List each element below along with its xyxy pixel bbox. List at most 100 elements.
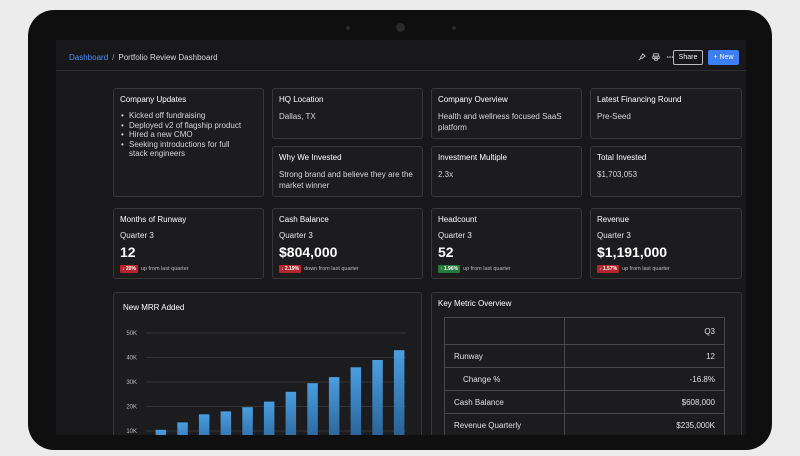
metric-value: $804,000 — [279, 244, 338, 260]
header-cell-empty — [444, 317, 565, 345]
change-note: up from last quarter — [140, 266, 189, 272]
share-button[interactable]: Share — [673, 50, 703, 65]
headcount-metric-card: Headcount Quarter 3 52 ↑ 1.96% up from la… — [431, 208, 582, 279]
list-item: Kicked off fundraising — [120, 111, 248, 121]
card-title: Revenue — [597, 215, 630, 224]
revenue-metric-card: Revenue Quarter 3 $1,191,000 ↓ 1.57% up f… — [590, 208, 742, 279]
breadcrumb: Dashboard / Portfolio Review Dashboard — [69, 53, 218, 62]
y-tick-label: 50K — [126, 331, 137, 337]
key-metric-overview-card: Key Metric Overview Q3 Runway 12 Change … — [431, 292, 742, 435]
camera-dot — [396, 23, 405, 32]
card-title: Company Updates — [120, 95, 187, 104]
sensor-dot — [452, 26, 456, 30]
table-row: Change % -16.8% — [444, 367, 725, 391]
new-button[interactable]: + New — [708, 50, 739, 65]
table-row: Runway 12 — [444, 344, 725, 368]
print-icon[interactable] — [652, 53, 660, 61]
table-title: Key Metric Overview — [438, 299, 512, 308]
table-row: Revenue Quarterly $235,000K — [444, 413, 725, 435]
card-value: $1,703,053 — [597, 170, 638, 179]
card-title: Why We Invested — [279, 153, 342, 162]
change-note: up from last quarter — [463, 266, 511, 272]
header-cell-q3: Q3 — [564, 317, 725, 345]
card-value: Strong brand and believe they are the ma… — [279, 170, 413, 190]
hq-location-card: HQ Location Dallas, TX — [272, 88, 423, 139]
list-item: Seeking introductions for full stack eng… — [120, 140, 248, 159]
chart-bar[interactable] — [307, 383, 318, 435]
chart-bar[interactable] — [177, 422, 188, 435]
breadcrumb-separator: / — [112, 53, 115, 62]
page-title: Portfolio Review Dashboard — [118, 53, 218, 62]
card-value: Pre-Seed — [597, 112, 631, 121]
card-value: 2.3x — [438, 170, 454, 179]
pin-icon[interactable] — [638, 53, 646, 61]
company-updates-card: Company Updates Kicked off fundraising D… — [113, 88, 264, 197]
dashboard-screen: Dashboard / Portfolio Review Dashboard Sha… — [56, 40, 746, 435]
y-tick-label: 30K — [126, 380, 137, 386]
chart-bar[interactable] — [372, 360, 383, 435]
card-title: Months of Runway — [120, 215, 187, 224]
card-title: Headcount — [438, 215, 477, 224]
runway-metric-card: Months of Runway Quarter 3 12 ↓ 20% up fr… — [113, 208, 264, 279]
chart-bar[interactable] — [350, 367, 362, 435]
sensor-dot — [346, 26, 350, 30]
chart-bar[interactable] — [328, 377, 340, 435]
updates-list: Kicked off fundraising Deployed v2 of fl… — [120, 111, 248, 159]
change-badge: ↓ 20% — [120, 265, 138, 273]
metric-period: Quarter 3 — [597, 231, 631, 240]
row-label: Revenue Quarterly — [444, 413, 565, 435]
chart-bar[interactable] — [155, 429, 167, 435]
card-title: Latest Financing Round — [597, 95, 682, 104]
chart-title: New MRR Added — [123, 303, 185, 312]
chart-bar[interactable] — [198, 414, 210, 435]
metric-change: ↓ 2.19% down from last quarter — [279, 265, 359, 273]
y-tick-label: 20K — [126, 405, 137, 411]
header-icons — [638, 53, 674, 61]
table-header-row: Q3 — [444, 317, 725, 345]
cash-balance-metric-card: Cash Balance Quarter 3 $804,000 ↓ 2.19% d… — [272, 208, 423, 279]
more-icon[interactable] — [666, 53, 674, 61]
metric-change: ↓ 20% up from last quarter — [120, 265, 189, 273]
total-invested-card: Total Invested $1,703,053 — [590, 146, 742, 197]
change-note: up from last quarter — [622, 266, 670, 272]
top-bar: Dashboard / Portfolio Review Dashboard Sha… — [56, 40, 746, 71]
chart-bar[interactable] — [393, 350, 405, 435]
latest-financing-card: Latest Financing Round Pre-Seed — [590, 88, 742, 139]
card-title: Total Invested — [597, 153, 647, 162]
change-note: down from last quarter — [304, 266, 359, 272]
change-badge: ↓ 2.19% — [279, 265, 302, 273]
change-badge: ↑ 1.96% — [438, 265, 461, 273]
table-row: Cash Balance $608,000 — [444, 390, 725, 414]
chart-bar[interactable] — [285, 391, 297, 435]
card-value: Health and wellness focused SaaS platfor… — [438, 112, 562, 132]
tablet-frame: Dashboard / Portfolio Review Dashboard Sha… — [28, 10, 772, 450]
chart-bar[interactable] — [220, 411, 232, 435]
chart-bar[interactable] — [242, 407, 253, 435]
row-label: Change % — [444, 367, 565, 391]
metric-period: Quarter 3 — [438, 231, 472, 240]
row-label: Runway — [444, 344, 565, 368]
card-title: Cash Balance — [279, 215, 329, 224]
metric-value: 12 — [120, 244, 136, 260]
key-metric-table: Q3 Runway 12 Change % -16.8% Cash Balanc… — [444, 317, 725, 435]
card-value: Dallas, TX — [279, 112, 316, 121]
breadcrumb-dashboard-link[interactable]: Dashboard — [69, 53, 109, 62]
card-title: HQ Location — [279, 95, 324, 104]
change-badge: ↓ 1.57% — [597, 265, 620, 273]
metric-change: ↑ 1.96% up from last quarter — [438, 265, 511, 273]
card-title: Company Overview — [438, 95, 508, 104]
why-we-invested-card: Why We Invested Strong brand and believe… — [272, 146, 423, 197]
metric-value: 52 — [438, 244, 454, 260]
card-title: Investment Multiple — [438, 153, 507, 162]
metric-value: $1,191,000 — [597, 244, 668, 260]
row-value: -16.8% — [564, 367, 725, 391]
y-tick-label: 10K — [126, 429, 137, 435]
row-label: Cash Balance — [444, 390, 565, 414]
y-tick-label: 40K — [126, 356, 137, 362]
metric-period: Quarter 3 — [279, 231, 313, 240]
row-value: 12 — [564, 344, 725, 368]
chart-bar[interactable] — [263, 401, 275, 435]
list-item: Deployed v2 of flagship product — [120, 121, 248, 131]
metric-period: Quarter 3 — [120, 231, 154, 240]
mrr-bar-chart: 10K 20K 30K 40K 50K — [126, 331, 406, 435]
